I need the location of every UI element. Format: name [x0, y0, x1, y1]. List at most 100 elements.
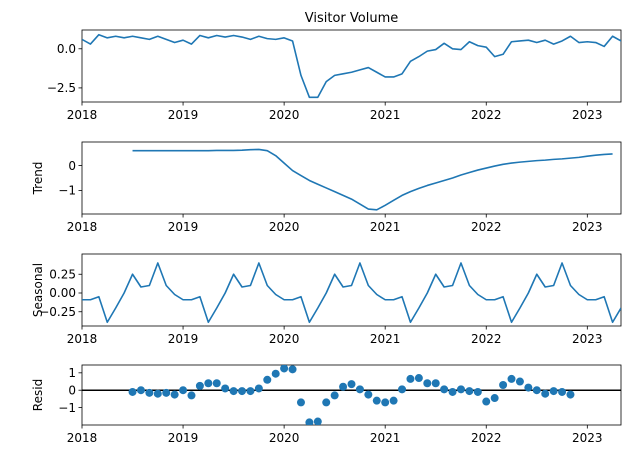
axes-frame: [81, 29, 622, 103]
resid-point: [296, 398, 305, 407]
plot-area: [132, 148, 613, 211]
resid-point: [532, 386, 541, 395]
axes-frame: [81, 253, 622, 327]
x-tick-label: 2018: [67, 332, 98, 346]
resid-point: [414, 374, 423, 383]
resid-point: [431, 379, 440, 388]
resid-point: [524, 383, 533, 392]
x-tick-label: 2020: [269, 108, 300, 122]
resid-point: [305, 418, 314, 425]
resid-point: [128, 387, 137, 396]
resid-point: [372, 396, 381, 405]
y-axis-label: Trend: [31, 162, 45, 196]
y-tick-label: −1: [58, 401, 76, 415]
x-tick-label: 2021: [370, 108, 401, 122]
y-axis-label: Seasonal: [31, 263, 45, 317]
resid-point: [271, 369, 280, 378]
panel-seasonal: 2018 2019 2020 2021 2022 2023 0.25 0.00 −0.25Sea…: [31, 253, 622, 346]
x-tick-label: 2018: [67, 220, 98, 234]
panel-trend: 2018 2019 2020 2021 2022 2023 0 −1 Trend: [31, 141, 622, 234]
x-tick-label: 2019: [168, 108, 199, 122]
plot-area: [82, 33, 621, 99]
resid-point: [322, 398, 331, 407]
panel-observed: 2018 2019 2020 2021 2022 2023 0.0 −2.5 Visitor V…: [47, 11, 622, 122]
y-tick-label: 0: [68, 383, 76, 397]
x-tick-label: 2023: [572, 108, 603, 122]
resid-point: [482, 397, 491, 406]
resid-point: [153, 389, 162, 398]
resid-point: [246, 387, 255, 396]
x-tick-label: 2019: [168, 431, 199, 445]
resid-point: [179, 386, 188, 395]
x-tick-label: 2019: [168, 220, 199, 234]
series-line: [132, 148, 613, 211]
resid-point: [549, 387, 558, 396]
resid-point: [280, 365, 289, 373]
resid-point: [389, 396, 398, 405]
resid-point: [195, 381, 204, 390]
resid-point: [355, 385, 364, 394]
resid-point: [558, 387, 567, 396]
y-tick-label: 0.0: [57, 42, 76, 56]
resid-point: [136, 386, 145, 395]
resid-point: [212, 379, 221, 388]
resid-point: [456, 385, 465, 394]
resid-point: [187, 391, 196, 400]
y-tick-label: −2.5: [47, 81, 76, 95]
y-axis-label: Resid: [31, 379, 45, 411]
y-tick-label: 0.25: [49, 267, 76, 281]
plot-area: [82, 262, 621, 324]
y-tick-label: −1: [58, 184, 76, 198]
resid-point: [448, 387, 457, 396]
x-tick-label: 2018: [67, 431, 98, 445]
x-tick-label: 2018: [67, 108, 98, 122]
x-tick-label: 2019: [168, 332, 199, 346]
x-tick-label: 2020: [269, 220, 300, 234]
resid-point: [398, 385, 407, 394]
resid-point: [170, 390, 179, 399]
resid-point: [339, 382, 348, 391]
y-tick-label: 1: [68, 366, 76, 380]
resid-point: [440, 385, 449, 394]
x-tick-label: 2022: [471, 108, 502, 122]
y-tick-label: 0.00: [49, 286, 76, 300]
resid-point: [473, 387, 482, 396]
resid-point: [490, 394, 499, 403]
x-tick-label: 2023: [572, 431, 603, 445]
resid-point: [221, 384, 230, 393]
resid-point: [263, 375, 272, 384]
series-line: [82, 262, 621, 324]
resid-point: [238, 387, 247, 396]
panel-resid: 2018 2019 2020 2021 2022 2023 1 0 −1 Resid: [31, 364, 622, 445]
x-tick-label: 2021: [370, 220, 401, 234]
x-tick-label: 2022: [471, 220, 502, 234]
series-line: [82, 33, 621, 99]
resid-point: [406, 374, 415, 383]
resid-point: [423, 379, 432, 388]
resid-point: [313, 417, 322, 425]
y-tick-label: −0.25: [39, 305, 76, 319]
resid-point: [381, 398, 390, 407]
resid-point: [541, 389, 550, 398]
y-tick-label: 0: [68, 159, 76, 173]
x-tick-label: 2022: [471, 431, 502, 445]
x-tick-label: 2021: [370, 431, 401, 445]
x-tick-label: 2023: [572, 220, 603, 234]
resid-point: [515, 377, 524, 386]
x-tick-label: 2020: [269, 332, 300, 346]
resid-point: [499, 381, 508, 389]
chart-title: Visitor Volume: [305, 11, 398, 26]
resid-point: [566, 390, 575, 399]
resid-point: [507, 374, 516, 383]
x-tick-label: 2020: [269, 431, 300, 445]
resid-point: [162, 388, 171, 397]
resid-point: [229, 387, 238, 396]
resid-point: [254, 384, 263, 393]
resid-point: [330, 391, 339, 400]
resid-point: [347, 380, 356, 389]
x-tick-label: 2023: [572, 332, 603, 346]
resid-point: [364, 390, 373, 399]
resid-point: [204, 379, 213, 388]
axes-frame: [81, 141, 622, 215]
